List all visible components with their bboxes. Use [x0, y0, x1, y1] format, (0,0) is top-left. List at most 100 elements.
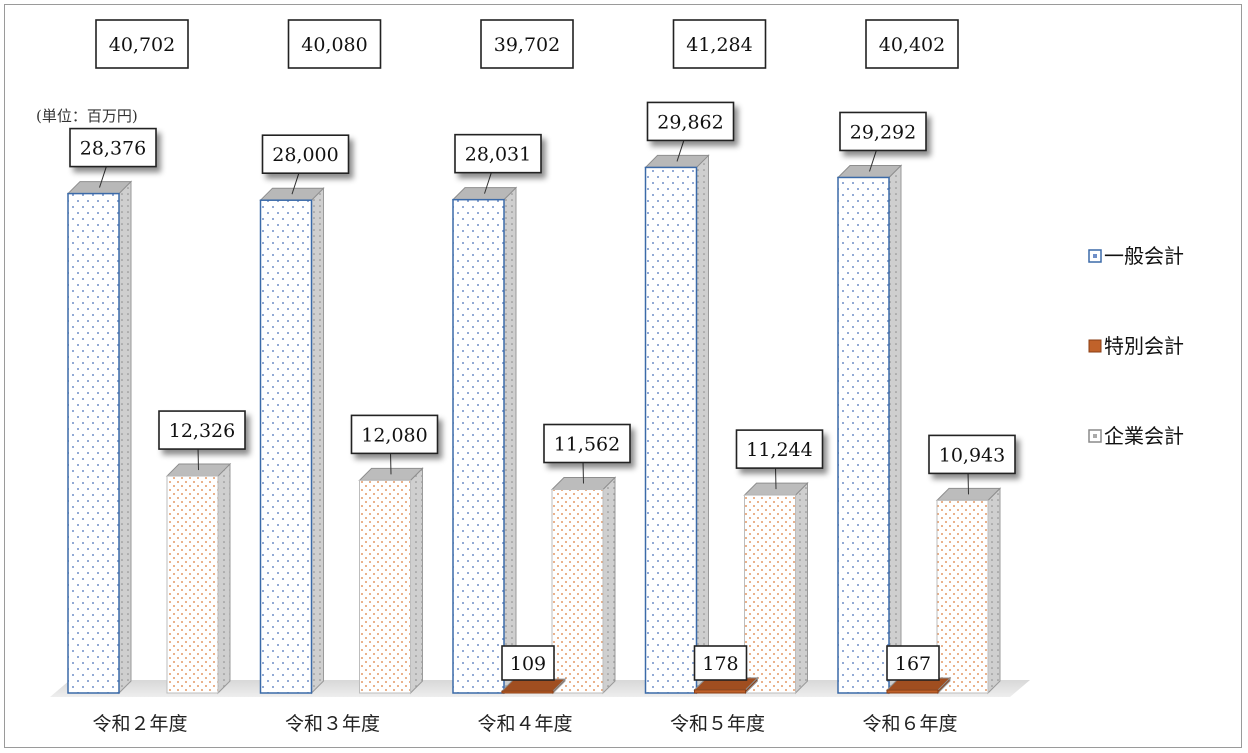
label-enterprise-1-text: 12,080 — [361, 424, 427, 446]
bar-front-face — [694, 689, 746, 694]
total-label-2-text: 39,702 — [494, 34, 560, 56]
label-general-4: 29,292 — [839, 111, 927, 152]
bar-side-face — [503, 186, 517, 695]
bar-front-face — [837, 176, 890, 694]
total-label-0: 40,702 — [95, 19, 189, 69]
bar-side-face — [795, 481, 808, 695]
bar-side-face — [987, 487, 1001, 695]
bar-front-face — [67, 192, 120, 694]
bar-front-face — [452, 198, 505, 694]
bar-front-face — [501, 690, 554, 694]
total-label-4: 40,402 — [865, 19, 959, 69]
bar-一般会計-令和２年度 — [66, 180, 133, 695]
leader-line — [582, 460, 584, 484]
label-general-0-text: 28,376 — [80, 138, 146, 160]
legend-swatch — [1088, 339, 1102, 353]
label-special-3: 178 — [693, 645, 748, 681]
bar-front-face — [551, 489, 604, 694]
label-enterprise-0: 12,326 — [158, 410, 246, 450]
category-label-2: 令和４年度 — [477, 713, 572, 735]
bar-一般会計-令和３年度 — [259, 186, 325, 695]
bar-front-face — [936, 499, 989, 694]
bar-企業会計-令和３年度 — [358, 467, 424, 695]
legend-text: 特別会計 — [1104, 334, 1184, 358]
label-general-2-text: 28,031 — [465, 144, 531, 166]
leader-line — [869, 148, 878, 172]
unit-label: (単位：百万円) — [36, 107, 138, 125]
label-general-3-text: 29,862 — [657, 111, 723, 133]
bar-side-face — [888, 164, 902, 695]
bar-side-face — [602, 476, 616, 695]
leader-line — [390, 451, 392, 475]
label-enterprise-3: 11,244 — [735, 429, 824, 469]
label-general-1-text: 28,000 — [272, 144, 338, 166]
bar-side-face — [696, 154, 709, 695]
legend-item-2: 企業会計 — [1088, 424, 1184, 448]
legend-swatch-dot — [1093, 254, 1097, 258]
labels-layer: 40,702 28,376 12,326 令和２年度 40,080 28,000 12,08… — [69, 19, 1016, 735]
category-label-0: 令和２年度 — [92, 713, 187, 735]
label-general-0: 28,376 — [69, 127, 157, 168]
bar-企業会計-令和６年度 — [935, 487, 1002, 695]
label-enterprise-0-text: 12,326 — [169, 420, 235, 442]
leader-line — [99, 164, 108, 188]
bars-layer — [66, 154, 1002, 695]
label-special-2-text: 109 — [510, 653, 546, 675]
total-label-4-text: 40,402 — [879, 34, 945, 56]
bar-企業会計-令和４年度 — [550, 476, 617, 695]
bar-front-face — [259, 199, 313, 694]
bar-一般会計-令和５年度 — [644, 154, 710, 695]
total-label-2: 39,702 — [480, 19, 574, 69]
label-enterprise-4-text: 10,943 — [939, 444, 1005, 466]
legend-text: 一般会計 — [1104, 244, 1184, 268]
label-enterprise-4: 10,943 — [928, 434, 1016, 475]
bar-side-face — [410, 467, 423, 695]
total-label-1: 40,080 — [287, 19, 382, 69]
category-label-3: 令和５年度 — [670, 713, 765, 735]
total-label-3: 41,284 — [672, 19, 767, 69]
bar-特別会計-令和４年度 — [500, 677, 567, 695]
label-special-4: 167 — [886, 645, 940, 681]
total-label-3-text: 41,284 — [686, 34, 752, 56]
label-enterprise-2: 11,562 — [543, 423, 631, 464]
bar-side-face — [217, 462, 231, 695]
leader-line — [291, 171, 300, 195]
leader-line — [484, 170, 493, 194]
legend-item-1: 特別会計 — [1088, 334, 1184, 358]
leader-line — [197, 447, 199, 471]
bar-一般会計-令和４年度 — [451, 186, 518, 695]
label-general-4-text: 29,292 — [850, 121, 916, 143]
bar-front-face — [644, 166, 698, 694]
leader-line — [775, 466, 777, 490]
leader-line — [676, 138, 685, 162]
bar-front-face — [166, 475, 219, 694]
category-label-4: 令和６年度 — [862, 713, 957, 735]
total-label-0-text: 40,702 — [109, 34, 175, 56]
label-general-2: 28,031 — [454, 133, 542, 174]
bar-一般会計-令和６年度 — [836, 164, 903, 695]
bar-front-face — [744, 494, 796, 694]
bar-front-face — [359, 479, 411, 694]
label-special-4-text: 167 — [895, 653, 931, 675]
label-special-3-text: 178 — [702, 653, 738, 675]
total-label-1-text: 40,080 — [301, 34, 367, 56]
label-special-2: 109 — [501, 645, 555, 681]
legend-swatch-dot — [1093, 434, 1097, 438]
legend-item-0: 一般会計 — [1088, 244, 1184, 268]
bar-front-face — [886, 689, 939, 694]
bar-特別会計-令和６年度 — [885, 676, 952, 695]
legend-text: 企業会計 — [1104, 424, 1184, 448]
bar-side-face — [118, 180, 132, 695]
bar-side-face — [311, 186, 324, 695]
label-enterprise-1: 12,080 — [350, 414, 439, 455]
bar-特別会計-令和５年度 — [693, 676, 759, 695]
label-enterprise-3-text: 11,244 — [746, 439, 812, 461]
bar-企業会計-令和５年度 — [743, 481, 809, 695]
label-general-3: 29,862 — [646, 101, 735, 142]
label-enterprise-2-text: 11,562 — [554, 434, 620, 456]
bar-企業会計-令和２年度 — [165, 462, 232, 695]
leader-line — [967, 471, 969, 495]
label-general-1: 28,000 — [261, 134, 350, 174]
